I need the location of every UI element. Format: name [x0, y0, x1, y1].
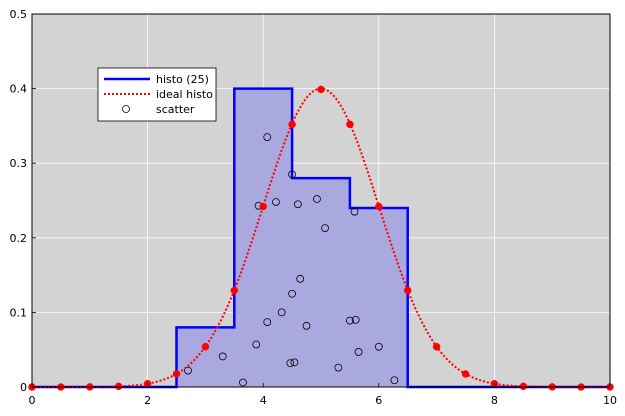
- scatter-point: [184, 366, 192, 375]
- scatter-point: [296, 274, 305, 283]
- scatter-point: [345, 316, 354, 325]
- scatter-point: [288, 170, 297, 179]
- ideal-point: [114, 382, 123, 391]
- y-tick-label: 0.2: [10, 232, 28, 245]
- x-tick-label: 6: [375, 394, 382, 407]
- ideal-point: [403, 286, 412, 295]
- scatter-point: [390, 376, 399, 385]
- scatter-point: [350, 207, 359, 216]
- scatter-point: [321, 224, 329, 233]
- scatter-point: [263, 133, 272, 141]
- ideal-point: [288, 120, 296, 129]
- x-tick-label: 2: [144, 394, 151, 407]
- legend: histo (25) ideal histo scatter: [97, 67, 217, 122]
- ideal-point: [230, 286, 239, 295]
- y-tick-label: 0.1: [10, 306, 28, 319]
- y-tick-label: 0.3: [10, 157, 28, 170]
- ideal-point: [519, 382, 528, 391]
- x-tick-label: 10: [603, 394, 617, 407]
- legend-scatter-label: scatter: [156, 103, 195, 116]
- y-tick-label: 0: [20, 381, 27, 394]
- x-tick-label: 8: [491, 394, 498, 407]
- ideal-point: [201, 342, 210, 351]
- scatter-point: [263, 318, 272, 326]
- ideal-histo-series: [28, 85, 614, 391]
- scatter-point: [313, 195, 321, 203]
- axes: 0 2 4 6 8 10 0 0.1 0.2 0.3 0.4 0.5: [10, 8, 618, 407]
- scatter-point: [374, 342, 383, 351]
- histo-outline: [32, 87, 610, 389]
- scatter-point: [293, 200, 302, 209]
- scatter-point: [272, 198, 280, 206]
- ideal-point: [461, 370, 470, 378]
- ideal-point: [317, 85, 325, 94]
- scatter-point: [218, 352, 227, 361]
- ideal-point: [259, 202, 267, 211]
- y-tick-label: 0.4: [10, 83, 28, 96]
- scatter-point: [290, 358, 299, 367]
- y-tick-label: 0.5: [10, 8, 28, 21]
- x-tick-label: 4: [260, 394, 267, 407]
- scatter-point: [354, 348, 363, 356]
- scatter-point: [351, 315, 360, 324]
- scatter-point: [288, 289, 297, 298]
- scatter-point: [334, 363, 343, 372]
- scatter-point: [252, 340, 261, 349]
- legend-scatter-swatch: [122, 105, 130, 113]
- ideal-point: [172, 370, 181, 378]
- legend-ideal-label: ideal histo: [156, 88, 213, 101]
- ideal-point: [375, 202, 383, 211]
- x-tick-label: 0: [29, 394, 36, 407]
- scatter-point: [286, 359, 295, 368]
- scatter-point: [277, 308, 286, 317]
- axes-frame: [31, 13, 611, 388]
- legend-histo-label: histo (25): [156, 73, 209, 86]
- scatter-series: [184, 133, 399, 387]
- ideal-point: [346, 120, 354, 129]
- scatter-point: [302, 321, 311, 330]
- histogram: [32, 87, 610, 389]
- ideal-point: [432, 342, 441, 351]
- scatter-point: [239, 378, 247, 387]
